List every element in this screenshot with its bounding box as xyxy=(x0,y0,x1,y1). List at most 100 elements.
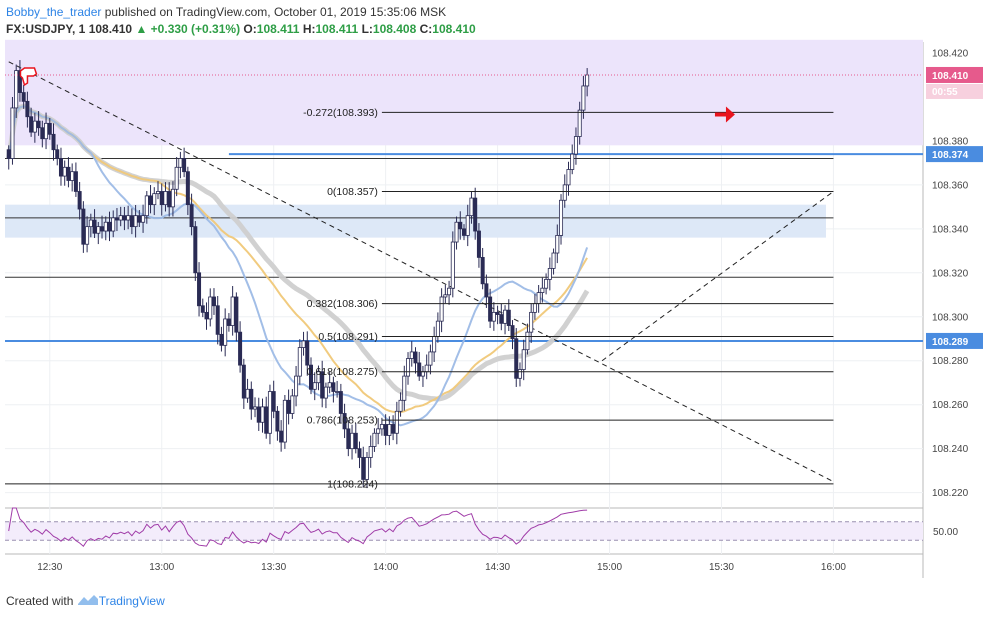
axes: 108.420 108.380 108.360 108.340 108.320 108.3… xyxy=(37,48,968,573)
candle-body xyxy=(129,215,134,228)
price-change: +0.330 (+0.31%) xyxy=(150,22,241,36)
trendlines xyxy=(8,61,834,483)
tradingview-brand[interactable]: TradingView xyxy=(98,594,165,608)
fib-level-label: 1(108.224) xyxy=(327,478,378,490)
candle-body xyxy=(379,424,384,430)
candle-body xyxy=(122,215,127,221)
candle-body xyxy=(223,318,228,346)
candle-body xyxy=(406,358,411,377)
candle-body xyxy=(141,215,146,223)
candle-body xyxy=(40,127,45,140)
candle-body xyxy=(536,292,541,304)
candle-body xyxy=(118,215,123,221)
tradingview-logo-icon[interactable]: TradingView xyxy=(77,594,165,608)
up-triangle-icon: ▲ xyxy=(135,22,148,36)
candle-body xyxy=(327,382,332,388)
price-chart[interactable]: -0.272(108.393) 0(108.357) 0.382(108.306) 0… xyxy=(0,0,988,590)
candle-body xyxy=(387,424,392,436)
close-label: C: xyxy=(419,22,433,36)
open-label: O: xyxy=(243,22,257,36)
candle-body xyxy=(461,228,466,236)
candle-body xyxy=(77,191,82,210)
candle-body xyxy=(290,395,295,414)
candle-body xyxy=(271,391,276,412)
candle-body xyxy=(361,457,366,480)
candle-body xyxy=(443,294,448,298)
candle-body xyxy=(21,92,26,102)
candle-body xyxy=(226,318,231,326)
candle-body xyxy=(465,215,470,236)
candle-body xyxy=(566,169,571,186)
candle-body xyxy=(126,215,131,221)
candle-body xyxy=(133,215,138,228)
candle-body xyxy=(92,219,97,234)
candle-body xyxy=(439,296,444,322)
candle-body xyxy=(420,371,425,377)
candle-body xyxy=(178,158,183,168)
candle-body xyxy=(62,166,67,177)
candle-body xyxy=(499,314,504,324)
y-tick-label: 108.260 xyxy=(932,400,969,411)
candle-body xyxy=(204,311,209,320)
candle-body xyxy=(208,296,213,320)
ema-line xyxy=(7,105,588,414)
y-tick-label: 108.240 xyxy=(932,444,969,455)
candle-body xyxy=(398,399,403,412)
candle-body xyxy=(66,166,71,181)
candle-body xyxy=(73,171,78,192)
candle-body xyxy=(368,446,373,458)
x-tick-label: 14:30 xyxy=(485,562,510,573)
candle-body xyxy=(275,410,280,432)
x-tick-label: 16:00 xyxy=(821,562,846,573)
candle-body xyxy=(256,406,261,423)
candle-body xyxy=(137,215,142,223)
close-value: 108.410 xyxy=(432,22,476,36)
candle-body xyxy=(510,325,515,340)
high-value: 108.411 xyxy=(315,22,359,36)
candle-body xyxy=(342,413,347,430)
rsi-axis-label: 50.00 xyxy=(933,527,958,538)
candle-body xyxy=(193,226,198,274)
y-tick-label: 108.320 xyxy=(932,268,969,279)
open-value: 108.411 xyxy=(256,22,300,36)
candle-body xyxy=(197,272,202,307)
candle-body xyxy=(219,333,224,346)
x-tick-label: 15:00 xyxy=(597,562,622,573)
current-price-label: 108.410 xyxy=(932,71,969,82)
candle-body xyxy=(338,391,343,414)
candle-body xyxy=(58,158,63,177)
candle-body xyxy=(495,311,500,315)
candle-body xyxy=(14,70,19,109)
fib-level-label: 0.382(108.306) xyxy=(307,298,378,310)
countdown-label: 00:55 xyxy=(932,87,958,98)
low-label: L: xyxy=(361,22,373,36)
candle-body xyxy=(540,287,545,293)
level-price-label: 108.374 xyxy=(932,150,969,161)
candle-body xyxy=(506,309,511,326)
candle-body xyxy=(282,399,287,443)
candle-body xyxy=(346,428,351,450)
candle-body xyxy=(413,351,418,364)
candle-body xyxy=(85,226,90,245)
fibonacci-retracement[interactable]: -0.272(108.393) 0(108.357) 0.382(108.306) 0… xyxy=(5,107,834,490)
candle-body xyxy=(81,208,86,245)
countdown-tag xyxy=(926,83,983,99)
red-arrow-icon xyxy=(714,106,735,123)
candle-body xyxy=(491,311,496,322)
thumbs-down-icon xyxy=(19,67,38,87)
candle-body xyxy=(577,109,582,137)
candle-body xyxy=(335,391,340,393)
candle-body xyxy=(163,191,168,206)
candle-body xyxy=(245,388,250,399)
candle-body xyxy=(476,230,481,258)
candle-body xyxy=(297,347,302,377)
candle-body xyxy=(424,364,429,373)
candle-body xyxy=(585,74,590,87)
author-name[interactable]: Bobby_the_trader xyxy=(6,5,102,19)
y-tick-label: 108.340 xyxy=(932,224,969,235)
candle-body xyxy=(581,85,586,111)
candle-body xyxy=(544,278,549,289)
y-tick-label: 108.360 xyxy=(932,180,969,191)
candle-body xyxy=(167,191,172,208)
candle-body xyxy=(372,432,377,447)
